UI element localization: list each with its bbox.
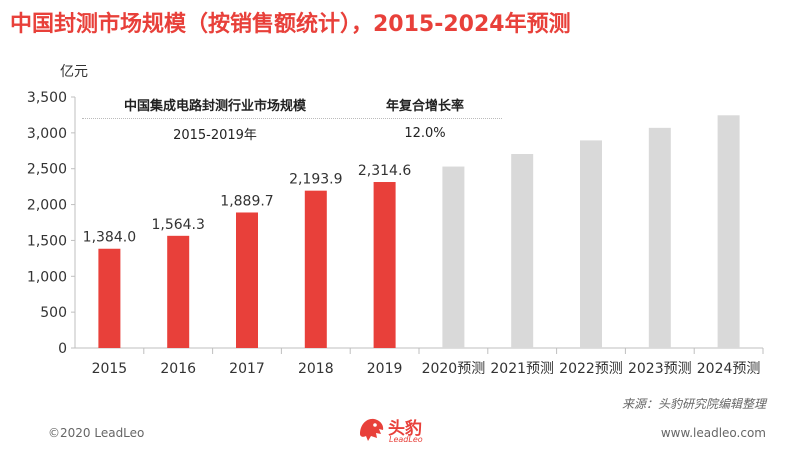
bar-value-label: 2,314.6 bbox=[358, 163, 412, 179]
actual-bar bbox=[98, 248, 121, 348]
summary-header-row: 中国集成电路封测行业市场规模 年复合增长率 bbox=[82, 90, 502, 119]
copyright-text: ©2020 LeadLeo bbox=[48, 426, 145, 440]
forecast-bar bbox=[580, 140, 602, 348]
summary-value-row: 2015-2019年 12.0% bbox=[82, 119, 502, 147]
x-tick-label: 2018 bbox=[298, 361, 334, 377]
y-tick-label: 1,000 bbox=[27, 269, 67, 285]
actual-bar bbox=[167, 235, 190, 348]
x-tick-label: 2019 bbox=[367, 361, 403, 377]
actual-bar bbox=[304, 190, 327, 348]
actual-bar bbox=[373, 182, 396, 348]
actual-bar bbox=[236, 212, 258, 348]
bar-value-label: 1,564.3 bbox=[151, 217, 204, 233]
x-tick-label: 2015 bbox=[92, 361, 128, 377]
logo-text: 头豹 bbox=[388, 419, 422, 439]
forecast-bar bbox=[511, 154, 534, 348]
x-tick-label: 2017 bbox=[229, 361, 265, 377]
x-tick-label: 2021预测 bbox=[490, 361, 554, 377]
website-link[interactable]: www.leadleo.com bbox=[660, 426, 766, 440]
summary-table: 中国集成电路封测行业市场规模 年复合增长率 2015-2019年 12.0% bbox=[82, 90, 502, 147]
forecast-bar bbox=[717, 115, 740, 348]
leopard-head-icon bbox=[360, 418, 384, 441]
y-tick-label: 1,500 bbox=[27, 233, 67, 249]
y-axis-unit-label: 亿元 bbox=[60, 64, 88, 80]
summary-period: 2015-2019年 bbox=[173, 127, 257, 143]
y-tick-label: 2,000 bbox=[27, 198, 67, 214]
x-tick-label: 2022预测 bbox=[559, 361, 623, 377]
y-tick-label: 500 bbox=[40, 305, 67, 321]
x-tick-label: 2020预测 bbox=[422, 361, 486, 377]
forecast-bar bbox=[648, 127, 671, 348]
source-note: 来源：头豹研究院编辑整理 bbox=[621, 397, 766, 411]
y-tick-label: 3,500 bbox=[27, 90, 67, 106]
x-tick-label: 2023预测 bbox=[628, 361, 692, 377]
forecast-bar bbox=[442, 166, 465, 348]
summary-cagr-value: 12.0% bbox=[404, 125, 446, 141]
y-tick-label: 0 bbox=[58, 341, 67, 357]
summary-header-market-size: 中国集成电路封测行业市场规模 bbox=[123, 98, 306, 114]
y-tick-label: 2,500 bbox=[27, 162, 67, 178]
logo-subtext: LeadLeo bbox=[389, 435, 423, 444]
summary-header-cagr: 年复合增长率 bbox=[385, 98, 464, 114]
page-title: 中国封测市场规模（按销售额统计），2015-2024年预测 bbox=[10, 12, 571, 37]
x-tick-label: 2024预测 bbox=[697, 361, 761, 377]
bar-value-label: 2,193.9 bbox=[289, 172, 342, 188]
leadleo-logo: 头豹 LeadLeo bbox=[356, 414, 456, 448]
x-tick-label: 2016 bbox=[160, 361, 196, 377]
bar-value-label: 1,384.0 bbox=[83, 230, 136, 246]
y-tick-label: 3,000 bbox=[27, 126, 67, 142]
bar-value-label: 1,889.7 bbox=[220, 193, 273, 209]
